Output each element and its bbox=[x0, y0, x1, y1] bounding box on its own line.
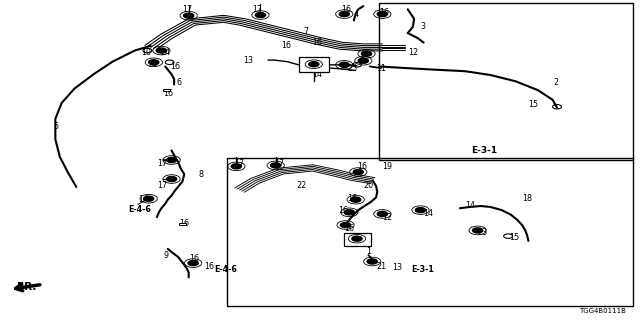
Text: 13: 13 bbox=[392, 263, 402, 272]
Circle shape bbox=[166, 157, 177, 163]
Text: 4: 4 bbox=[354, 10, 359, 19]
Text: 17: 17 bbox=[157, 181, 167, 190]
Text: 1: 1 bbox=[367, 247, 371, 257]
Text: 17: 17 bbox=[234, 159, 244, 168]
Text: 2: 2 bbox=[554, 78, 559, 87]
Text: 17: 17 bbox=[157, 159, 167, 168]
Circle shape bbox=[367, 259, 378, 264]
Text: 16: 16 bbox=[163, 89, 173, 98]
Circle shape bbox=[472, 228, 483, 233]
Text: 17: 17 bbox=[182, 5, 193, 14]
Circle shape bbox=[188, 260, 198, 266]
Text: 18: 18 bbox=[522, 194, 532, 203]
Circle shape bbox=[143, 196, 154, 201]
Text: 16: 16 bbox=[344, 224, 355, 233]
Text: 11: 11 bbox=[376, 63, 386, 73]
Text: E-4-6: E-4-6 bbox=[214, 265, 237, 274]
Text: 20: 20 bbox=[364, 181, 374, 190]
Circle shape bbox=[378, 212, 387, 216]
Bar bbox=[163, 89, 170, 91]
Text: 6: 6 bbox=[176, 78, 181, 87]
Text: 24: 24 bbox=[160, 48, 170, 57]
Text: 8: 8 bbox=[198, 170, 204, 179]
Text: 14: 14 bbox=[138, 195, 148, 204]
Text: 5: 5 bbox=[54, 122, 59, 131]
Text: 12: 12 bbox=[408, 48, 418, 57]
Text: TGG4B0111B: TGG4B0111B bbox=[579, 308, 626, 314]
Text: 17: 17 bbox=[275, 159, 285, 168]
Bar bbox=[344, 233, 371, 246]
Bar bbox=[179, 223, 186, 225]
Text: E-4-6: E-4-6 bbox=[129, 205, 151, 214]
Text: 23: 23 bbox=[477, 228, 488, 237]
Text: 16: 16 bbox=[205, 262, 214, 271]
Circle shape bbox=[362, 51, 372, 56]
Circle shape bbox=[156, 48, 166, 53]
Circle shape bbox=[344, 210, 355, 215]
Text: 3: 3 bbox=[420, 22, 426, 31]
Circle shape bbox=[255, 12, 266, 18]
Bar bbox=[380, 3, 633, 160]
Bar bbox=[299, 57, 329, 72]
Text: 19: 19 bbox=[382, 162, 392, 171]
Text: 12: 12 bbox=[382, 212, 392, 222]
Text: 14: 14 bbox=[465, 202, 475, 211]
Text: 14: 14 bbox=[312, 70, 323, 79]
Circle shape bbox=[378, 12, 387, 17]
Circle shape bbox=[184, 13, 194, 18]
Text: E-3-1: E-3-1 bbox=[471, 146, 497, 155]
Text: 16: 16 bbox=[341, 5, 351, 14]
Circle shape bbox=[358, 58, 369, 63]
Text: 16: 16 bbox=[312, 38, 323, 47]
Text: 1: 1 bbox=[316, 63, 321, 73]
Circle shape bbox=[166, 177, 177, 181]
Text: 16: 16 bbox=[281, 41, 291, 50]
Text: FR.: FR. bbox=[17, 282, 36, 292]
Text: 10: 10 bbox=[141, 48, 151, 57]
Text: 9: 9 bbox=[163, 251, 168, 260]
Text: 13: 13 bbox=[243, 56, 253, 65]
Text: 16: 16 bbox=[380, 8, 389, 17]
Text: E-3-1: E-3-1 bbox=[411, 265, 434, 274]
Circle shape bbox=[339, 62, 349, 68]
Circle shape bbox=[308, 62, 319, 67]
Circle shape bbox=[340, 222, 351, 228]
Circle shape bbox=[353, 170, 364, 175]
Bar bbox=[227, 158, 633, 306]
Text: 15: 15 bbox=[529, 100, 538, 109]
Text: 14: 14 bbox=[424, 209, 434, 219]
Text: 16: 16 bbox=[189, 254, 198, 263]
Text: 21: 21 bbox=[376, 262, 386, 271]
Text: 22: 22 bbox=[297, 181, 307, 190]
Circle shape bbox=[415, 208, 426, 213]
Circle shape bbox=[351, 197, 361, 202]
Text: 16: 16 bbox=[338, 206, 348, 215]
Text: 15: 15 bbox=[509, 233, 520, 242]
Text: 16: 16 bbox=[179, 219, 189, 228]
Circle shape bbox=[339, 12, 349, 17]
Circle shape bbox=[352, 236, 362, 241]
Circle shape bbox=[271, 163, 281, 168]
Text: 14: 14 bbox=[147, 60, 157, 69]
Text: 17: 17 bbox=[252, 5, 262, 14]
Text: 7: 7 bbox=[303, 27, 308, 36]
Text: 16: 16 bbox=[170, 62, 180, 71]
Text: 16: 16 bbox=[348, 194, 358, 203]
Circle shape bbox=[148, 60, 159, 65]
Circle shape bbox=[231, 164, 241, 169]
Text: 16: 16 bbox=[357, 162, 367, 171]
Text: 25: 25 bbox=[348, 63, 358, 73]
